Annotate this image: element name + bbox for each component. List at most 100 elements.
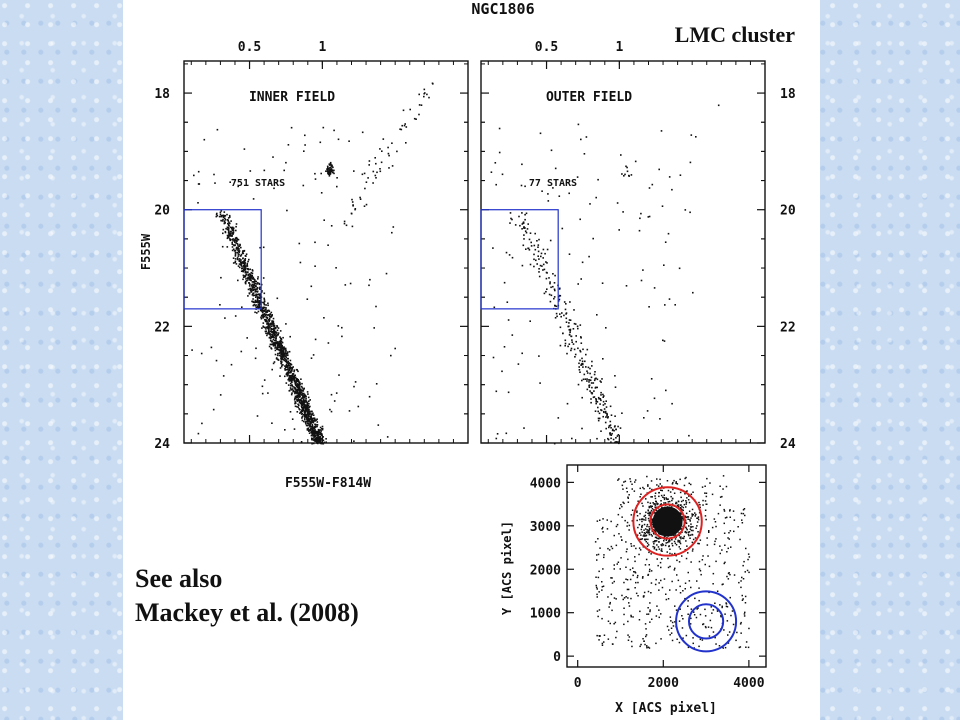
star-point [316,440,318,443]
star-point [603,408,606,410]
star-point [553,296,556,298]
star-point [265,313,268,316]
star-point [219,211,222,214]
star-point [253,281,255,284]
star-point [230,233,232,235]
star-point [239,243,241,246]
star-point [266,317,269,320]
star-point [224,222,226,224]
star-point [331,169,334,171]
star-point [600,430,602,432]
star-point [313,433,315,436]
star-point [727,537,729,539]
star-point [697,516,700,518]
star-point [611,547,614,550]
star-point [687,531,690,533]
star-point [375,305,377,308]
star-point [241,251,244,253]
inner-field-label: INNER FIELD [249,90,335,105]
star-point [280,338,283,341]
star-point [648,511,651,514]
star-point [368,160,371,162]
star-point [596,314,598,316]
star-point [611,432,613,435]
star-point [647,531,650,533]
star-point [332,171,334,174]
star-point [236,240,238,243]
star-point [667,232,670,235]
star-point [523,227,525,229]
star-point [286,375,288,377]
star-point [261,385,264,388]
star-point [283,351,285,353]
star-point [297,388,299,391]
star-point [260,314,263,317]
star-point [320,192,323,194]
star-point [555,312,558,315]
star-point [742,512,745,515]
star-point [699,539,702,541]
star-point [308,430,310,432]
star-point [337,138,340,141]
star-point [391,142,393,144]
star-point [564,308,567,311]
star-point [511,218,513,221]
star-point [316,421,319,423]
star-point [701,486,704,488]
star-point [738,581,740,584]
star-point [292,389,295,392]
star-point [303,392,305,395]
star-point [615,525,618,528]
star-point [601,644,604,646]
star-point [285,352,288,355]
star-point [228,214,231,217]
star-point [244,268,246,270]
star-point [258,305,261,308]
star-point [234,253,237,256]
star-point [600,391,602,394]
star-point [660,500,662,502]
star-point [625,487,628,489]
star-point [688,531,691,533]
star-point [249,279,251,281]
star-point [268,328,270,331]
star-point [730,614,732,617]
star-point [705,492,708,494]
star-point [617,434,620,436]
star-point [614,415,616,417]
star-point [634,572,637,574]
star-point [285,359,288,361]
star-point [700,573,702,576]
star-point [527,247,530,250]
star-point [313,432,315,435]
star-point [648,187,651,189]
star-point [626,588,629,591]
star-point [676,638,678,640]
star-point [505,251,508,254]
star-point [740,580,742,582]
star-point [602,531,604,533]
star-point [246,263,248,266]
star-point [247,274,249,277]
star-point [666,625,669,628]
star-point [644,514,646,517]
star-point [626,491,628,493]
star-point [270,343,273,346]
star-point [197,170,200,173]
star-point [625,566,627,568]
star-point [639,549,642,551]
star-point [610,441,612,443]
star-point [600,399,602,402]
x-tick-label: 4000 [733,676,764,691]
star-point [704,500,707,502]
star-point [602,396,604,398]
star-point [281,350,283,352]
star-point [604,412,607,414]
star-point [296,385,299,387]
star-point [432,83,434,85]
x-tick-label: 0.5 [535,40,558,55]
star-point [275,333,277,336]
star-point [689,623,692,625]
